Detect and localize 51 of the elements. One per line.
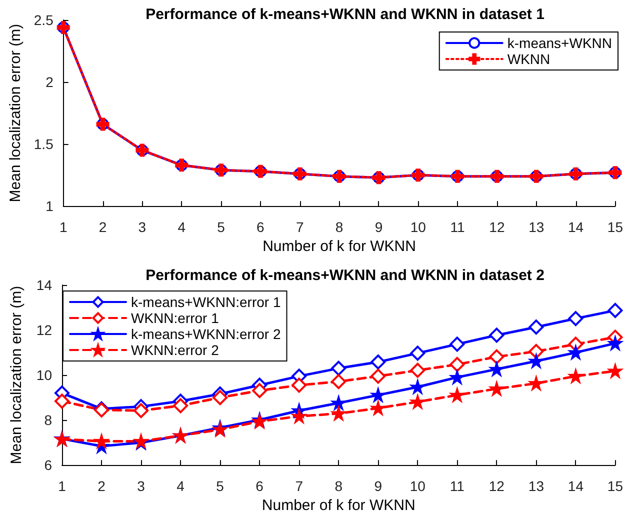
y-tick-label: 10: [36, 367, 52, 384]
x-tick-label: 2: [98, 478, 106, 494]
y-axis-title: Mean localization error (m): [8, 286, 25, 464]
x-tick-label: 7: [295, 478, 304, 494]
legend-label: WKNN:error 2: [131, 342, 220, 358]
x-tick-label: 14: [568, 478, 584, 494]
x-tick-label: 4: [176, 478, 185, 494]
x-tick-label: 8: [334, 478, 343, 494]
x-tick-label: 4: [178, 219, 186, 236]
x-axis-title: Number of k for WKNN: [262, 497, 416, 514]
legend-label: k-means+WKNN: [507, 35, 612, 51]
legend-label: k-means+WKNN:error 1: [131, 294, 281, 310]
y-axis-title: Mean localization error (m): [7, 24, 24, 202]
chart-title: Performance of k-means+WKNN and WKNN in dataset 2: [146, 267, 544, 284]
x-tick-label: 5: [216, 478, 224, 494]
y-tick-label: 2: [46, 74, 54, 90]
x-tick-label: 13: [528, 478, 544, 494]
x-tick-label: 6: [256, 219, 265, 236]
x-tick-label: 12: [489, 219, 505, 236]
chart-title: Performance of k-means+WKNN and WKNN in dataset 1: [146, 6, 544, 23]
x-tick-label: 10: [410, 478, 426, 494]
x-tick-label: 1: [58, 478, 66, 494]
y-tick-label: 12: [36, 322, 52, 338]
y-tick-label: 6: [44, 457, 52, 474]
x-tick-label: 13: [528, 219, 544, 236]
x-tick-label: 9: [374, 219, 383, 236]
x-tick-label: 9: [374, 478, 382, 494]
y-tick-label: 1.5: [34, 136, 54, 152]
x-axis-title: Number of k for WKNN: [262, 238, 416, 255]
x-tick-label: 6: [256, 478, 264, 494]
legend-label: WKNN: [507, 51, 550, 67]
legend-label: WKNN:error 1: [131, 310, 220, 326]
x-tick-label: 12: [488, 478, 505, 494]
y-tick-label: 1: [46, 198, 54, 214]
x-tick-label: 15: [607, 219, 624, 236]
x-tick-label: 3: [138, 219, 146, 236]
x-tick-label: 5: [217, 219, 226, 236]
y-tick-label: 8: [44, 412, 52, 428]
x-tick-label: 3: [137, 478, 146, 494]
x-tick-label: 14: [568, 219, 584, 236]
x-tick-label: 1: [59, 219, 68, 236]
y-tick-label: 14: [36, 277, 52, 293]
x-tick-label: 11: [450, 219, 466, 236]
x-tick-label: 15: [607, 478, 624, 494]
x-tick-label: 11: [450, 478, 465, 494]
x-tick-label: 2: [98, 219, 107, 236]
legend-label: k-means+WKNN:error 2: [131, 326, 281, 342]
x-tick-label: 10: [410, 219, 426, 236]
y-tick-label: 2.5: [34, 12, 54, 28]
x-tick-label: 7: [296, 219, 304, 236]
x-tick-label: 8: [335, 219, 344, 236]
